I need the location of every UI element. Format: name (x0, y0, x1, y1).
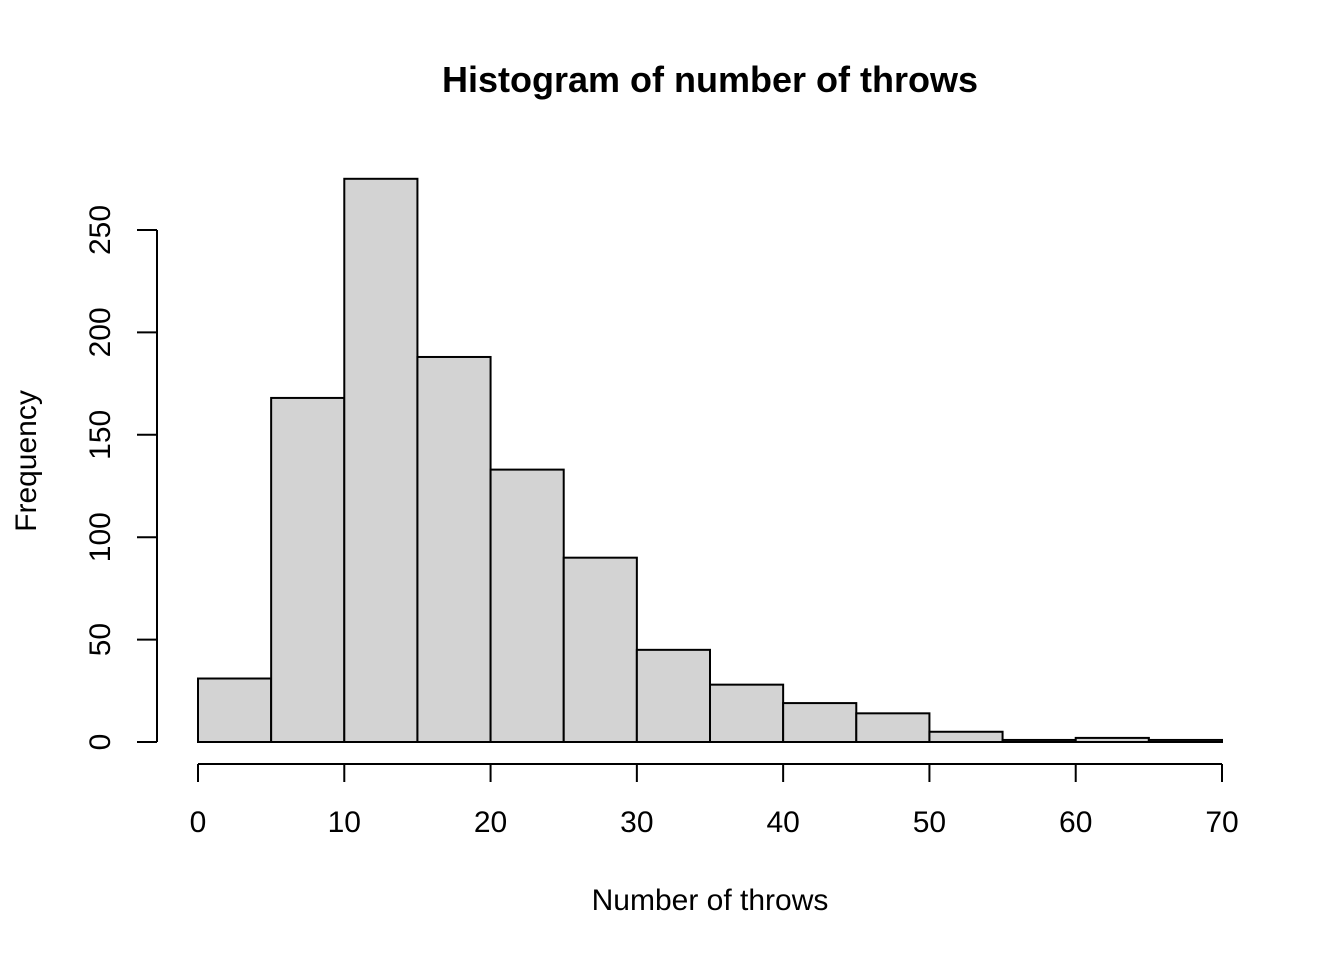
y-tick-label-50: 50 (84, 623, 117, 656)
bars-group (197, 177, 1224, 744)
y-tick-label-200: 200 (84, 307, 117, 357)
x-tick-label-60: 60 (1059, 806, 1092, 839)
histogram-bar-30-35 (635, 648, 711, 744)
y-tick-label-250: 250 (84, 205, 117, 255)
x-axis-label: Number of throws (592, 884, 829, 917)
histogram-bar-15-20 (416, 355, 492, 743)
y-tick-label-0: 0 (84, 734, 117, 751)
y-axis-label: Frequency (10, 390, 43, 532)
x-tick-label-0: 0 (190, 806, 207, 839)
y-tick-label-150: 150 (84, 410, 117, 460)
x-tick-label-30: 30 (620, 806, 653, 839)
histogram-bar-55-60 (1001, 738, 1077, 744)
histogram-bar-20-25 (489, 468, 565, 743)
y-tick-label-100: 100 (84, 512, 117, 562)
x-tick-label-40: 40 (766, 806, 799, 839)
histogram-bar-35-40 (709, 683, 785, 744)
histogram-bar-40-45 (782, 702, 858, 744)
histogram-bar-50-55 (928, 730, 1004, 744)
x-tick-label-10: 10 (328, 806, 361, 839)
x-axis: 0 10 20 30 40 50 60 70 (190, 763, 1239, 839)
histogram-bar-5-10 (270, 396, 346, 743)
chart-title: Histogram of number of throws (442, 59, 978, 100)
y-axis: 0 50 100 150 200 250 (84, 205, 158, 751)
histogram-bar-60-65 (1074, 736, 1150, 743)
histogram-bar-10-15 (343, 177, 419, 744)
histogram-bar-25-30 (562, 556, 638, 743)
x-tick-label-50: 50 (913, 806, 946, 839)
histogram-bar-65-70 (1147, 738, 1224, 744)
histogram-bar-0-5 (197, 677, 273, 744)
histogram-bar-45-50 (855, 712, 931, 744)
x-tick-label-70: 70 (1205, 806, 1238, 839)
x-tick-label-20: 20 (474, 806, 507, 839)
